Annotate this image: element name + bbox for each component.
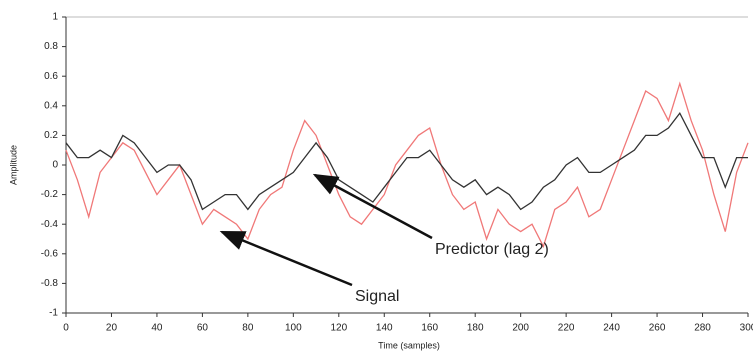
series-line xyxy=(65,111,748,211)
x-axis-label: Time (samples) xyxy=(378,340,440,350)
x-tick-label: 200 xyxy=(512,323,529,334)
annotation-arrow xyxy=(219,230,353,287)
y-tick-label: 0.8 xyxy=(44,41,58,52)
y-tick-label: 0.4 xyxy=(44,100,58,111)
x-tick-label: 260 xyxy=(649,323,666,334)
y-axis-label: Amplitude xyxy=(8,145,18,185)
x-tick-label: 140 xyxy=(376,323,393,334)
annotation: Signal xyxy=(355,288,399,305)
x-tick-label: 40 xyxy=(151,323,163,334)
x-tick-label: 120 xyxy=(330,323,347,334)
x-tick-label: 220 xyxy=(558,323,575,334)
y-tick-label: 0 xyxy=(52,160,58,171)
x-tick-label: 280 xyxy=(694,323,711,334)
annotation: Predictor (lag 2) xyxy=(435,241,549,258)
x-tick-label: 180 xyxy=(467,323,484,334)
y-tick-label: 1 xyxy=(52,12,58,23)
y-tick-label: -0.2 xyxy=(41,189,59,200)
x-tick-label: 160 xyxy=(421,323,438,334)
y-tick-label: 0.6 xyxy=(44,71,58,82)
x-tick-label: 20 xyxy=(106,323,118,334)
y-tick-label: -1 xyxy=(49,308,58,319)
x-tick-label: 60 xyxy=(197,323,209,334)
y-tick-label: 0.2 xyxy=(44,130,58,141)
annotation-arrow xyxy=(312,173,433,240)
y-tick-label: -0.4 xyxy=(41,219,59,230)
x-tick-label: 300 xyxy=(740,323,753,334)
y-tick-label: -0.6 xyxy=(41,248,59,259)
x-tick-label: 100 xyxy=(285,323,302,334)
x-tick-label: 0 xyxy=(63,323,69,334)
x-tick-label: 240 xyxy=(603,323,620,334)
x-tick-label: 80 xyxy=(242,323,254,334)
y-tick-label: -0.8 xyxy=(41,278,59,289)
